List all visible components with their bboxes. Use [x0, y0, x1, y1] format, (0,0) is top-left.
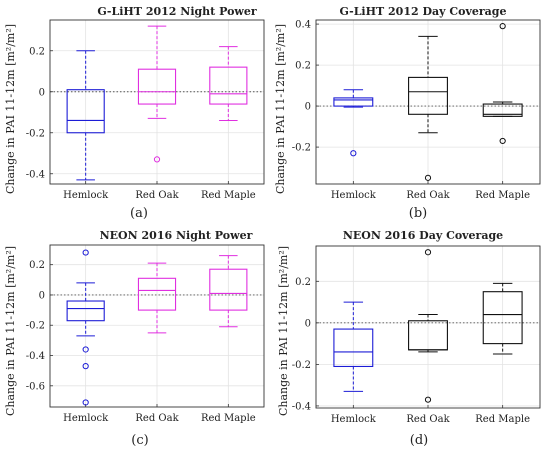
- panel-d-xtick-label-0: Hemlock: [331, 414, 377, 425]
- panel-a-ytick-label-2: 0: [39, 87, 45, 98]
- panel-b-title: G-LiHT 2012 Day Coverage: [340, 5, 507, 18]
- panel-a: G-LiHT 2012 Night Power Change in PAI 11…: [4, 5, 265, 221]
- panel-d-box-1-outlier-1: [424, 396, 432, 403]
- panel-c-box-0-outlier-3: [82, 399, 89, 406]
- panel-d-xtick-label-1: Red Oak: [406, 414, 450, 425]
- panel-c-box-0-outlier-2: [82, 363, 89, 370]
- panel-c: NEON 2016 Night Power Change in PAI 11-1…: [4, 229, 265, 448]
- panel-a-ytick-label-3: 0.2: [29, 46, 45, 57]
- panel-a-box-2-iqr: [209, 66, 248, 105]
- panel-b-box-1-iqr: [408, 76, 448, 115]
- panel-d-ytick-label-1: -0.2: [292, 360, 311, 371]
- panel-a-axes-frame: [49, 19, 265, 185]
- panel-d-box-1-outlier-0: [424, 249, 432, 256]
- panel-b-box-1-outlier-0: [424, 174, 432, 181]
- panel-c-ylabel: Change in PAI 11-12m [m²/m²]: [4, 246, 17, 416]
- panel-b-caption: (b): [409, 206, 427, 221]
- panel-d-title: NEON 2016 Day Coverage: [343, 229, 503, 242]
- panel-d-ytick-label-0: -0.4: [292, 401, 311, 412]
- panel-a-caption: (a): [130, 206, 148, 221]
- panel-c-ytick-label-1: -0.4: [26, 351, 45, 362]
- panel-a-xtick-label-2: Red Maple: [201, 190, 256, 201]
- panel-d-ytick-label-2: 0: [305, 318, 311, 329]
- panel-d-ytick-label-3: 0.2: [295, 277, 311, 288]
- panel-b-ytick-label-1: 0: [305, 102, 311, 113]
- panel-b-box-0-outlier-0: [350, 150, 357, 157]
- panel-d-ylabel: Change in PAI 11-12m [m²/m²]: [277, 246, 290, 416]
- panel-a-box-1-iqr: [137, 68, 177, 105]
- panel-c-axes-frame: [49, 244, 265, 408]
- panel-a-title: G-LiHT 2012 Night Power: [97, 5, 257, 18]
- panel-c-box-0-outlier-0: [82, 249, 89, 256]
- panel-c-caption: (c): [131, 433, 148, 448]
- panel-b-xtick-label-2: Red Maple: [475, 190, 530, 201]
- panel-c-ytick-label-3: 0: [39, 290, 45, 301]
- panel-d-axes-frame: [315, 245, 541, 409]
- panel-c-ytick-label-0: -0.6: [26, 381, 45, 392]
- panel-c-box-0-outlier-1: [82, 346, 89, 353]
- panel-c-box-0-iqr: [66, 300, 105, 322]
- panel-a-ytick-label-0: -0.4: [26, 169, 45, 180]
- panel-a-box-0-iqr: [66, 89, 105, 134]
- panel-b-ytick-label-2: 0.2: [295, 61, 311, 72]
- panel-d-box-0-iqr: [333, 328, 374, 368]
- panel-c-box-2-iqr: [209, 268, 248, 311]
- panel-b-box-2-iqr: [482, 103, 523, 117]
- panel-b-xtick-label-1: Red Oak: [406, 190, 450, 201]
- panel-b-ytick-label-3: 0.4: [295, 20, 311, 31]
- panel-b-ytick-label-0: -0.2: [292, 143, 311, 154]
- panel-c-xtick-label-2: Red Maple: [201, 413, 256, 424]
- panel-d-xtick-label-2: Red Maple: [475, 414, 530, 425]
- panel-b-box-2-outlier-0: [499, 23, 506, 30]
- panel-a-xtick-label-1: Red Oak: [135, 190, 179, 201]
- panel-b-box-0-iqr: [333, 97, 374, 107]
- panel-d: NEON 2016 Day Coverage Change in PAI 11-…: [277, 229, 541, 448]
- panel-d-box-2-iqr: [482, 291, 523, 345]
- panel-c-title: NEON 2016 Night Power: [100, 229, 253, 242]
- panel-b-ylabel: Change in PAI 11-12m [m²/m²]: [274, 24, 287, 194]
- panel-b-xtick-label-0: Hemlock: [331, 190, 377, 201]
- panel-a-xtick-label-0: Hemlock: [63, 190, 109, 201]
- panel-a-ytick-label-1: -0.2: [26, 128, 45, 139]
- panel-c-ytick-label-4: 0.2: [29, 260, 45, 271]
- panel-b: G-LiHT 2012 Day Coverage Change in PAI 1…: [274, 5, 541, 221]
- panel-d-caption: (d): [410, 433, 428, 448]
- panel-b-axes-frame: [315, 19, 541, 185]
- panel-c-xtick-label-1: Red Oak: [135, 413, 179, 424]
- panel-c-xtick-label-0: Hemlock: [63, 413, 109, 424]
- panel-c-ytick-label-2: -0.2: [26, 321, 45, 332]
- panel-c-box-1-iqr: [137, 277, 177, 311]
- panel-a-box-1-outlier-0: [153, 156, 161, 163]
- panel-b-box-2-outlier-1: [499, 137, 506, 145]
- panel-a-ylabel: Change in PAI 11-12m [m²/m²]: [4, 24, 17, 194]
